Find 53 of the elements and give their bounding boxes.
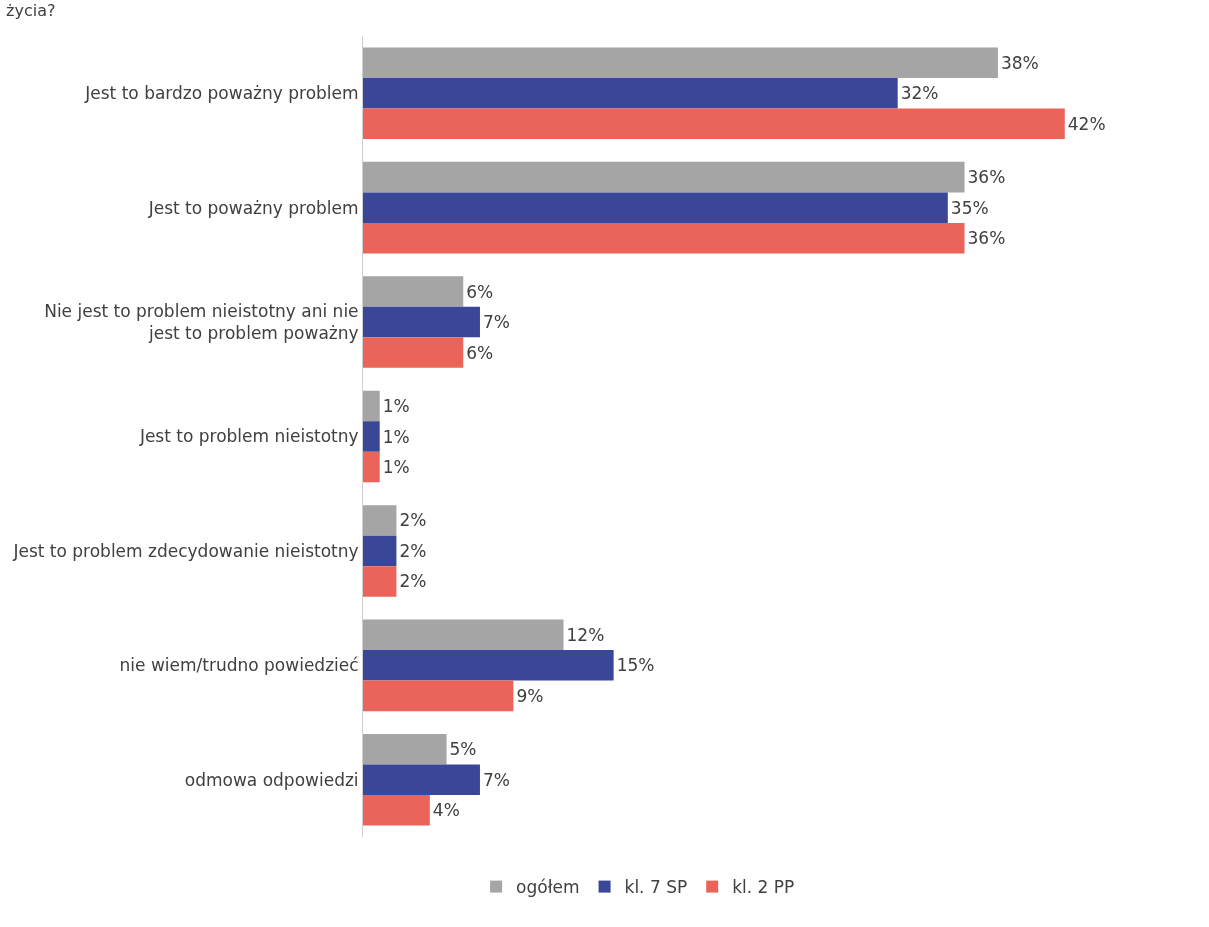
bar — [363, 276, 464, 307]
bar — [363, 192, 948, 223]
bar — [363, 451, 380, 483]
y-tick-label: Jest to poważny problem — [147, 197, 359, 218]
bar — [363, 421, 380, 452]
data-label: 4% — [432, 800, 460, 821]
y-tick-label: Jest to bardzo poważny problem — [84, 83, 359, 104]
bar — [363, 390, 380, 422]
data-label: 42% — [1067, 113, 1106, 134]
y-tick-label: odmowa odpowiedzi — [184, 769, 359, 790]
bar — [363, 650, 614, 681]
data-label: 32% — [900, 83, 939, 104]
y-tick-label: Jest to problem zdecydowanie nieistotny — [12, 540, 359, 561]
bar — [363, 680, 514, 712]
data-label: 5% — [449, 739, 477, 760]
bar — [363, 77, 898, 109]
data-label: 38% — [1000, 52, 1039, 73]
data-label: 2% — [399, 510, 427, 531]
data-label: 7% — [482, 769, 510, 790]
legend-label: ogółem — [516, 877, 580, 898]
data-label: 6% — [466, 342, 494, 363]
bar — [363, 764, 480, 796]
y-tick-label: nie wiem/trudno powiedzieć — [119, 655, 359, 676]
legend-label: kl. 7 SP — [624, 877, 688, 898]
data-label: 36% — [967, 167, 1006, 188]
bar — [363, 161, 965, 193]
data-label: 36% — [967, 228, 1006, 249]
bar — [363, 108, 1065, 139]
bar — [363, 505, 397, 536]
bar — [363, 47, 998, 78]
data-label: 35% — [950, 197, 989, 218]
bar — [363, 535, 397, 567]
data-label: 6% — [466, 281, 494, 302]
data-label: 1% — [382, 457, 410, 478]
data-label: 12% — [566, 624, 605, 645]
bar — [363, 306, 480, 338]
data-label: 9% — [516, 685, 544, 706]
legend-label: kl. 2 PP — [732, 877, 795, 898]
data-label: 2% — [399, 571, 427, 592]
bar — [363, 337, 464, 368]
data-label: 1% — [382, 395, 410, 416]
bar — [363, 222, 965, 254]
y-tick-label: Jest to problem nieistotny — [138, 426, 359, 447]
data-label: 15% — [616, 655, 655, 676]
bar — [363, 795, 430, 826]
data-label: 1% — [382, 426, 410, 447]
data-label: 2% — [399, 540, 427, 561]
data-label: 7% — [482, 312, 510, 333]
text: życia? — [6, 0, 56, 20]
bar — [363, 734, 447, 765]
bar — [363, 566, 397, 597]
y-tick-label: Nie jest to problem nieistotny ani nie jest to problem poważny — [44, 300, 359, 344]
bar — [363, 619, 564, 651]
